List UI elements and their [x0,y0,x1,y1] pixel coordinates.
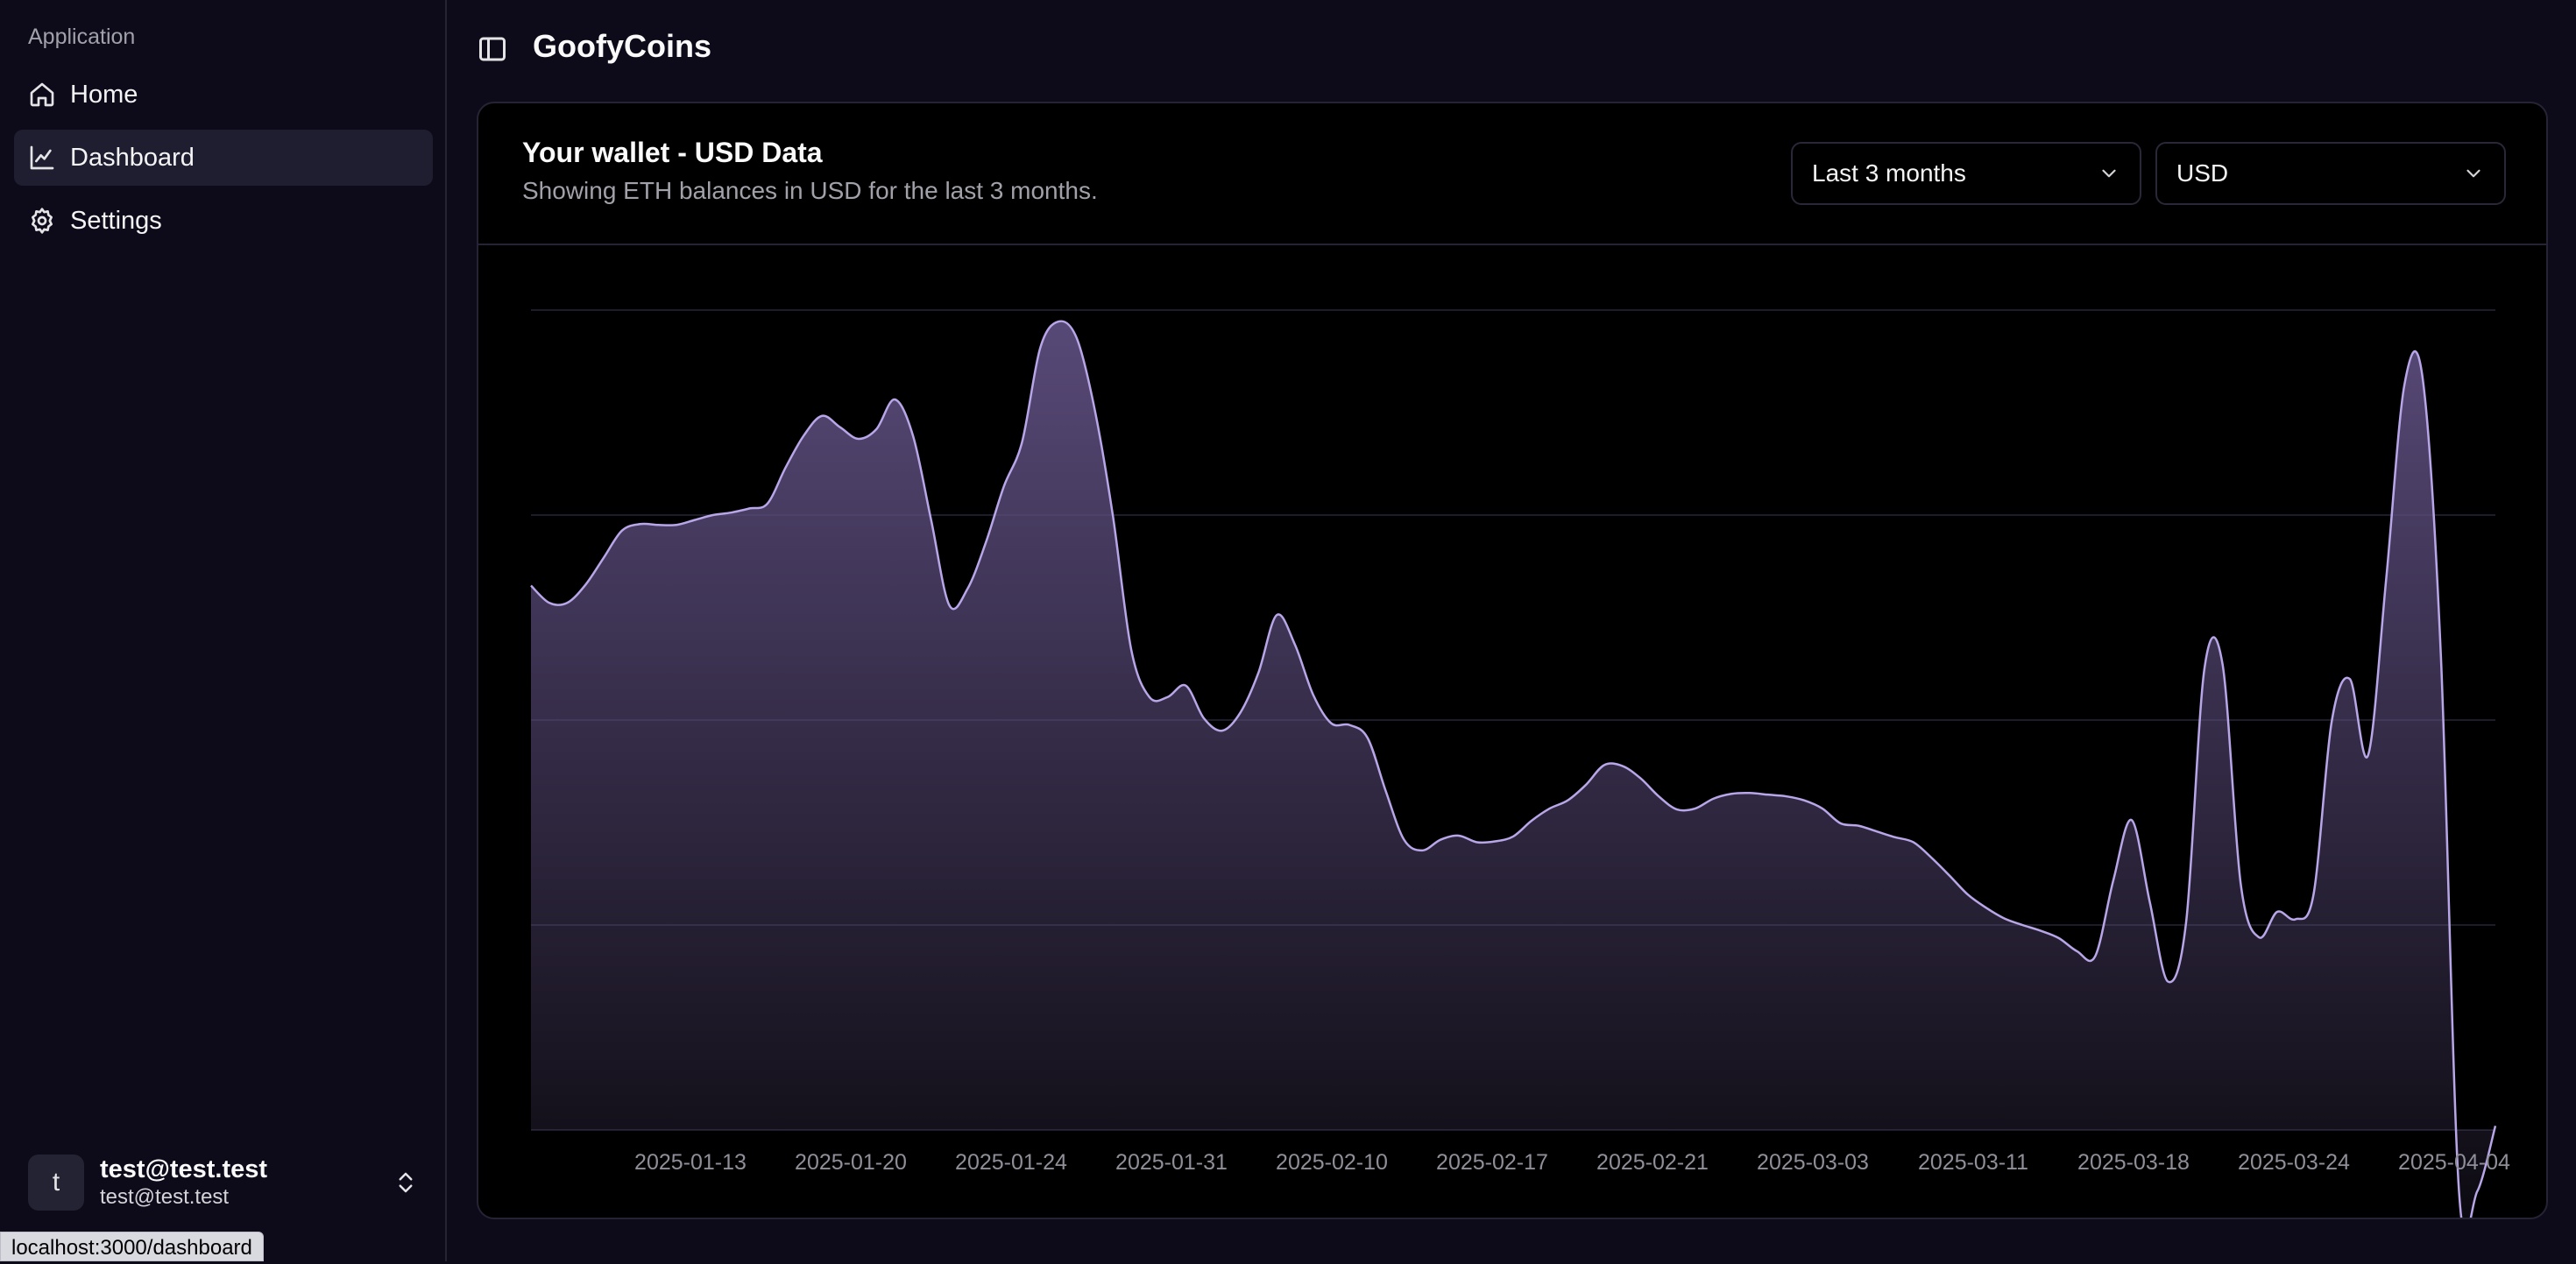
gear-icon [28,207,56,235]
user-menu[interactable]: t test@test.test test@test.test [28,1153,419,1212]
x-tick-label: 2025-02-10 [1276,1150,1388,1175]
currency-select[interactable]: USD [2155,142,2506,205]
page-title: GoofyCoins [533,28,711,64]
time-range-value: Last 3 months [1812,159,1966,187]
sidebar-item-label: Dashboard [70,143,195,172]
x-tick-label: 2025-02-21 [1596,1150,1709,1175]
user-email: test@test.test [100,1185,230,1209]
avatar: t [28,1155,84,1211]
x-tick-label: 2025-03-24 [2238,1150,2350,1175]
sidebar-item-label: Settings [70,206,162,235]
x-tick-label: 2025-03-03 [1757,1150,1869,1175]
sidebar-item-dashboard[interactable]: Dashboard [14,130,433,186]
sidebar-item-label: Home [70,80,138,109]
x-tick-label: 2025-01-31 [1115,1150,1228,1175]
chevron-down-icon [2102,169,2116,178]
x-tick-label: 2025-03-18 [2077,1150,2190,1175]
home-icon [28,81,56,109]
area-chart: 2025-01-13 2025-01-20 2025-01-24 2025-01-31… [530,309,2510,1218]
x-tick-label: 2025-01-13 [634,1150,747,1175]
user-name: test@test.test [100,1155,268,1183]
sidebar-item-settings[interactable]: Settings [14,193,433,249]
card-title: Your wallet - USD Data [522,137,823,168]
wallet-card: Your wallet - USD Data Showing ETH balan… [477,102,2548,1219]
time-range-select[interactable]: Last 3 months [1791,142,2141,205]
series-area [531,321,2495,1218]
chart-icon [28,144,56,172]
x-tick-label: 2025-04-04 [2398,1150,2510,1175]
x-tick-label: 2025-01-20 [795,1150,907,1175]
sidebar-toggle-icon[interactable] [477,33,508,65]
sidebar-group-label: Application [28,25,136,49]
balance-chart: 2025-01-13 2025-01-20 2025-01-24 2025-01-31… [478,245,2546,1218]
card-description: Showing ETH balances in USD for the last… [522,177,1098,204]
sidebar: Application Home Dashboard Settings t te… [0,0,447,1261]
card-header: Your wallet - USD Data Showing ETH balan… [478,103,2546,245]
x-tick-label: 2025-01-24 [955,1150,1067,1175]
chevron-down-icon [2466,169,2480,178]
status-bar-url: localhost:3000/dashboard [0,1232,264,1261]
series-line [530,320,2497,1218]
x-tick-label: 2025-03-11 [1918,1150,2028,1175]
chevrons-up-down-icon[interactable] [393,1169,419,1196]
currency-value: USD [2176,159,2229,187]
x-tick-label: 2025-02-17 [1436,1150,1548,1175]
sidebar-item-home[interactable]: Home [14,67,433,123]
